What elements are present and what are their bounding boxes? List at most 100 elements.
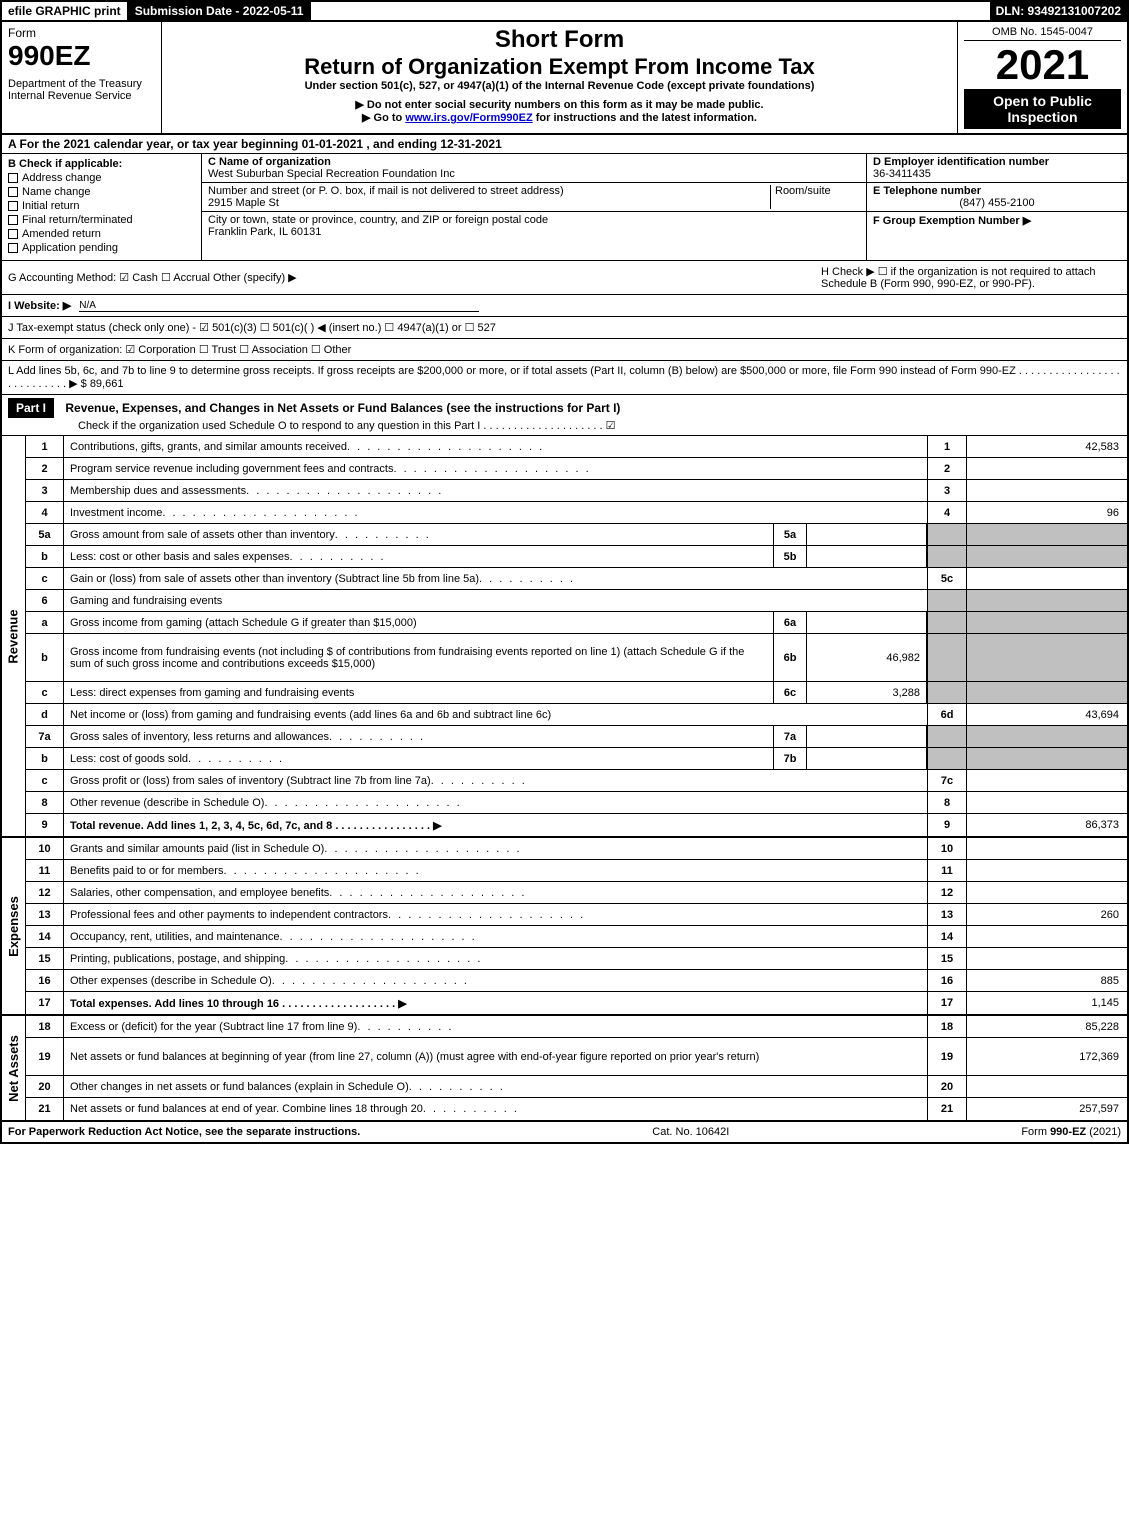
city-cell: City or town, state or province, country… (202, 212, 866, 240)
footer-mid: Cat. No. 10642I (652, 1126, 729, 1138)
section-g-h: G Accounting Method: ☑ Cash ☐ Accrual Ot… (0, 261, 1129, 295)
ln5b-num: b (26, 546, 64, 567)
ln19-val: 172,369 (967, 1038, 1127, 1075)
efile-print-label[interactable]: efile GRAPHIC print (2, 2, 129, 20)
cb-label-pending: Application pending (22, 242, 118, 254)
street-label: Number and street (or P. O. box, if mail… (208, 185, 564, 197)
checkbox-final-return[interactable]: Final return/terminated (8, 214, 195, 226)
ln21-rnum: 21 (927, 1098, 967, 1120)
ln3-rnum: 3 (927, 480, 967, 501)
line-10: 10 Grants and similar amounts paid (list… (26, 838, 1127, 860)
e-label: E Telephone number (873, 185, 981, 197)
ln18-desc: Excess or (deficit) for the year (Subtra… (64, 1016, 927, 1037)
ln1-desc: Contributions, gifts, grants, and simila… (64, 436, 927, 457)
tax-year: 2021 (964, 41, 1121, 89)
checkbox-address-change[interactable]: Address change (8, 172, 195, 184)
ln7a-mval (807, 726, 927, 747)
ln1-val: 42,583 (967, 436, 1127, 457)
line-6d: d Net income or (loss) from gaming and f… (26, 704, 1127, 726)
ln5a-num: 5a (26, 524, 64, 545)
ln1-rnum: 1 (927, 436, 967, 457)
ln15-num: 15 (26, 948, 64, 969)
website-value: N/A (79, 300, 479, 312)
irs-form-link[interactable]: www.irs.gov/Form990EZ (405, 112, 532, 124)
line-13: 13 Professional fees and other payments … (26, 904, 1127, 926)
ln5c-val (967, 568, 1127, 589)
section-b: B Check if applicable: Address change Na… (2, 154, 202, 260)
i-label: I Website: ▶ (8, 299, 71, 312)
ln6a-mval (807, 612, 927, 633)
ln10-num: 10 (26, 838, 64, 859)
ln5a-mval (807, 524, 927, 545)
ln5b-mval (807, 546, 927, 567)
top-bar: efile GRAPHIC print Submission Date - 20… (0, 0, 1129, 22)
ln18-num: 18 (26, 1016, 64, 1037)
line-7a: 7a Gross sales of inventory, less return… (26, 726, 1127, 748)
line-8: 8 Other revenue (describe in Schedule O)… (26, 792, 1127, 814)
k-text: K Form of organization: ☑ Corporation ☐ … (8, 343, 351, 356)
ln4-rnum: 4 (927, 502, 967, 523)
ln8-val (967, 792, 1127, 813)
ln7b-mnum: 7b (773, 748, 807, 769)
part-1-title: Revenue, Expenses, and Changes in Net As… (65, 401, 620, 415)
form-header: Form 990EZ Department of the Treasury In… (0, 22, 1129, 135)
line-15: 15 Printing, publications, postage, and … (26, 948, 1127, 970)
ln16-desc: Other expenses (describe in Schedule O) (64, 970, 927, 991)
ein-value: 36-3411435 (873, 168, 931, 180)
ln7c-num: c (26, 770, 64, 791)
ln8-desc: Other revenue (describe in Schedule O) (64, 792, 927, 813)
line-11: 11 Benefits paid to or for members 11 (26, 860, 1127, 882)
open-public-inspection: Open to Public Inspection (964, 89, 1121, 129)
ln12-num: 12 (26, 882, 64, 903)
info-grid: B Check if applicable: Address change Na… (0, 154, 1129, 261)
org-name-cell: C Name of organization West Suburban Spe… (202, 154, 866, 183)
ln6-num: 6 (26, 590, 64, 611)
section-def: D Employer identification number 36-3411… (867, 154, 1127, 260)
ln7b-rval-shade (967, 748, 1127, 769)
ln8-num: 8 (26, 792, 64, 813)
cb-label-final: Final return/terminated (22, 214, 133, 226)
line-6: 6 Gaming and fundraising events (26, 590, 1127, 612)
main-title: Return of Organization Exempt From Incom… (168, 54, 951, 80)
ln13-desc: Professional fees and other payments to … (64, 904, 927, 925)
dept-irs: Internal Revenue Service (8, 90, 155, 102)
ln3-desc: Membership dues and assessments (64, 480, 927, 501)
checkbox-application-pending[interactable]: Application pending (8, 242, 195, 254)
checkbox-name-change[interactable]: Name change (8, 186, 195, 198)
header-mid: Short Form Return of Organization Exempt… (162, 22, 957, 133)
ln6c-mval: 3,288 (807, 682, 927, 703)
ln6d-val: 43,694 (967, 704, 1127, 725)
checkbox-initial-return[interactable]: Initial return (8, 200, 195, 212)
ln14-num: 14 (26, 926, 64, 947)
section-i: I Website: ▶ N/A (0, 295, 1129, 317)
ln11-num: 11 (26, 860, 64, 881)
ln9-desc: Total revenue. Add lines 1, 2, 3, 4, 5c,… (64, 814, 927, 836)
cb-label-name: Name change (22, 186, 91, 198)
header-right: OMB No. 1545-0047 2021 Open to Public In… (957, 22, 1127, 133)
checkbox-amended-return[interactable]: Amended return (8, 228, 195, 240)
ln7c-val (967, 770, 1127, 791)
ln18-val: 85,228 (967, 1016, 1127, 1037)
short-form-title: Short Form (168, 26, 951, 54)
ln6d-rnum: 6d (927, 704, 967, 725)
ln20-desc: Other changes in net assets or fund bala… (64, 1076, 927, 1097)
ln5a-rval-shade (967, 524, 1127, 545)
ln5c-desc: Gain or (loss) from sale of assets other… (64, 568, 927, 589)
ln15-val (967, 948, 1127, 969)
ln6d-num: d (26, 704, 64, 725)
line-2: 2 Program service revenue including gove… (26, 458, 1127, 480)
line-17: 17 Total expenses. Add lines 10 through … (26, 992, 1127, 1014)
ln7b-mval (807, 748, 927, 769)
ln6b-mval: 46,982 (807, 634, 927, 681)
line-5c: c Gain or (loss) from sale of assets oth… (26, 568, 1127, 590)
l-text: L Add lines 5b, 6c, and 7b to line 9 to … (8, 365, 1121, 390)
line-5b: b Less: cost or other basis and sales ex… (26, 546, 1127, 568)
footer-right: Form 990-EZ (2021) (1021, 1126, 1121, 1138)
ln6-desc: Gaming and fundraising events (64, 590, 927, 611)
section-h: H Check ▶ ☐ if the organization is not r… (821, 265, 1121, 290)
side-revenue: Revenue (2, 436, 26, 836)
ln17-rnum: 17 (927, 992, 967, 1014)
ln21-num: 21 (26, 1098, 64, 1120)
line-5a: 5a Gross amount from sale of assets othe… (26, 524, 1127, 546)
ln13-val: 260 (967, 904, 1127, 925)
